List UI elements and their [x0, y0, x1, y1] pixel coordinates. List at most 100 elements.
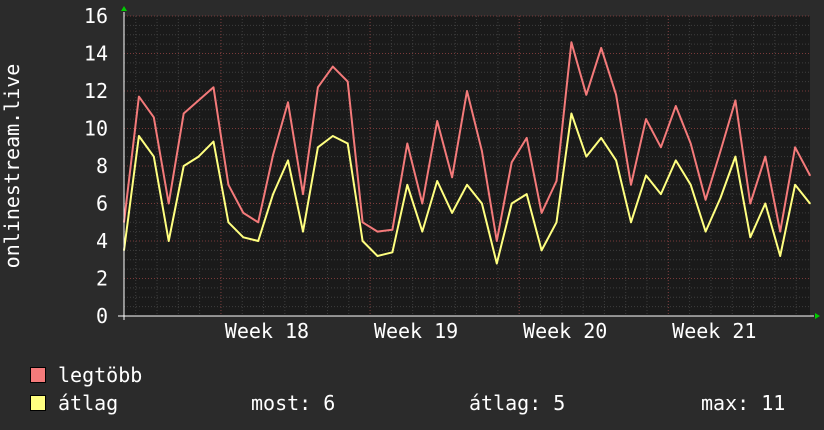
- data-point: [421, 230, 424, 233]
- data-point: [496, 262, 498, 265]
- data-point: [719, 150, 722, 152]
- data-point: [630, 183, 632, 186]
- data-point: [496, 240, 498, 242]
- y-axis-arrow-icon: [121, 6, 127, 11]
- data-point: [660, 193, 662, 195]
- data-point: [779, 230, 781, 233]
- data-point: [660, 146, 662, 149]
- data-point: [540, 249, 543, 252]
- data-point: [570, 112, 573, 115]
- x-axis-ticks: Week 18 Week 19 Week 20 Week 21: [225, 319, 757, 343]
- data-point: [227, 183, 230, 186]
- data-point: [302, 230, 304, 233]
- data-point: [630, 221, 632, 224]
- data-point: [167, 202, 170, 205]
- data-point: [182, 165, 185, 167]
- data-point: [585, 93, 588, 96]
- data-point: [406, 142, 409, 145]
- data-point: [510, 161, 513, 164]
- data-point: [376, 255, 379, 257]
- data-point: [153, 116, 155, 119]
- x-tick-label: Week 20: [523, 319, 607, 343]
- data-point: [481, 202, 483, 205]
- stat-now: most: 6: [251, 391, 336, 415]
- y-tick-label: 12: [84, 79, 108, 103]
- data-point: [510, 202, 513, 205]
- data-point: [585, 155, 588, 158]
- y-tick-label: 4: [96, 229, 108, 253]
- data-point: [138, 135, 140, 137]
- data-point: [809, 202, 811, 205]
- x-tick-label: Week 19: [374, 319, 458, 343]
- data-point: [436, 180, 438, 182]
- y-axis-ticks: 0 2 4 6 8 10 12 14 16: [84, 4, 108, 328]
- data-point: [242, 212, 245, 214]
- data-point: [317, 146, 319, 149]
- data-point: [540, 212, 543, 214]
- data-point: [555, 221, 558, 224]
- data-point: [749, 236, 752, 239]
- stat-average: átlag: 5: [469, 391, 566, 415]
- data-point: [749, 202, 752, 205]
- x-tick-label: Week 18: [225, 319, 309, 343]
- data-point: [212, 140, 215, 143]
- data-point: [212, 86, 215, 89]
- data-point: [227, 221, 230, 224]
- data-point: [794, 183, 796, 186]
- y-tick-label: 2: [96, 267, 108, 291]
- data-point: [257, 221, 260, 224]
- data-point: [645, 174, 647, 177]
- data-point: [317, 86, 319, 89]
- data-point: [764, 202, 767, 205]
- data-point: [376, 230, 379, 233]
- x-axis-arrow-icon: [815, 313, 820, 319]
- data-point: [689, 142, 692, 145]
- data-point: [794, 146, 796, 149]
- data-point: [302, 193, 304, 195]
- data-point: [451, 212, 453, 214]
- data-point: [331, 135, 334, 137]
- data-point: [346, 80, 349, 83]
- x-tick-label: Week 21: [672, 319, 756, 343]
- data-point: [451, 176, 453, 179]
- y-tick-label: 8: [96, 154, 108, 178]
- data-point: [570, 41, 573, 44]
- data-point: [406, 183, 409, 186]
- legend-swatch-max: [30, 367, 46, 383]
- data-point: [391, 228, 394, 231]
- data-point: [481, 150, 483, 152]
- data-point: [466, 90, 468, 92]
- y-tick-label: 16: [84, 4, 108, 28]
- data-point: [719, 197, 722, 199]
- data-point: [764, 155, 767, 158]
- data-point: [331, 65, 334, 68]
- data-point: [287, 159, 289, 162]
- data-point: [346, 142, 349, 145]
- data-point: [287, 101, 289, 104]
- data-point: [645, 118, 647, 120]
- data-point: [466, 183, 468, 186]
- data-point: [734, 99, 737, 102]
- legend-swatch-avg: [30, 395, 46, 411]
- data-point: [555, 180, 558, 182]
- data-point: [436, 120, 438, 122]
- legend-label-max: legtöbb: [58, 363, 143, 387]
- data-point: [242, 236, 245, 239]
- data-point: [689, 183, 692, 186]
- data-point: [600, 47, 603, 49]
- data-point: [600, 137, 603, 139]
- data-point: [272, 153, 274, 156]
- data-point: [421, 202, 424, 205]
- y-tick-label: 10: [84, 117, 108, 141]
- data-point: [674, 105, 677, 107]
- legend-item-max: legtöbb: [30, 363, 142, 387]
- legend-item-avg: átlag: [30, 391, 118, 415]
- data-point: [615, 93, 617, 96]
- data-point: [525, 193, 528, 195]
- data-point: [167, 240, 170, 242]
- data-point: [361, 240, 364, 242]
- data-point: [197, 99, 200, 102]
- data-point: [153, 155, 155, 158]
- data-point: [779, 255, 781, 257]
